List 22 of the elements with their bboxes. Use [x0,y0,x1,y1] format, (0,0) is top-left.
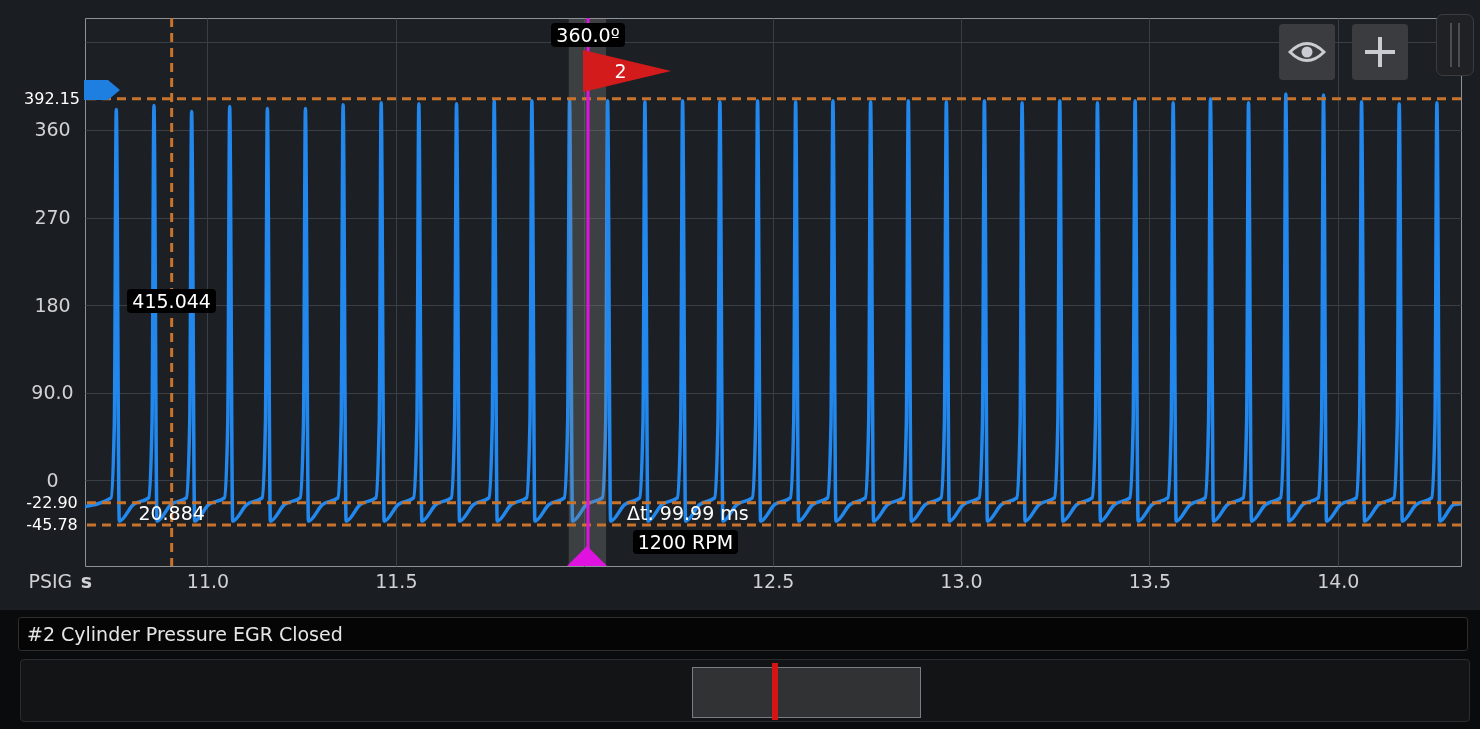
text: #2 Cylinder Pressure EGR Closed [27,623,343,645]
y-tick-label: 0 [46,468,59,491]
ref-line-label: 392.15 [24,88,80,108]
y-tick-label: 360 [34,118,71,141]
ref-line-label: -22.90 [26,492,78,512]
annotation: 415.044 [127,289,216,314]
annotation: 360.0º [551,22,625,47]
y-tick-label: 270 [34,206,71,229]
ref-line-label: -45.78 [26,514,78,534]
annotation: 2 [613,59,628,83]
x-tick-label: 13.0 [940,569,983,592]
x-tick-label: 13.5 [1128,569,1172,592]
line-series [85,92,1461,523]
x-tick-label: 12.5 [751,569,795,592]
annotation: 1200 RPM [632,530,739,554]
y-axis-title: PSIG [28,569,73,592]
y-tick-label: 180 [34,293,71,316]
y-tick-label: 90.0 [31,381,74,404]
x-tick-label: 11.5 [375,569,418,592]
x-axis-title: s [80,569,93,592]
x-tick-label: 14.0 [1317,569,1360,592]
x-tick-label: 11.0 [186,569,230,592]
